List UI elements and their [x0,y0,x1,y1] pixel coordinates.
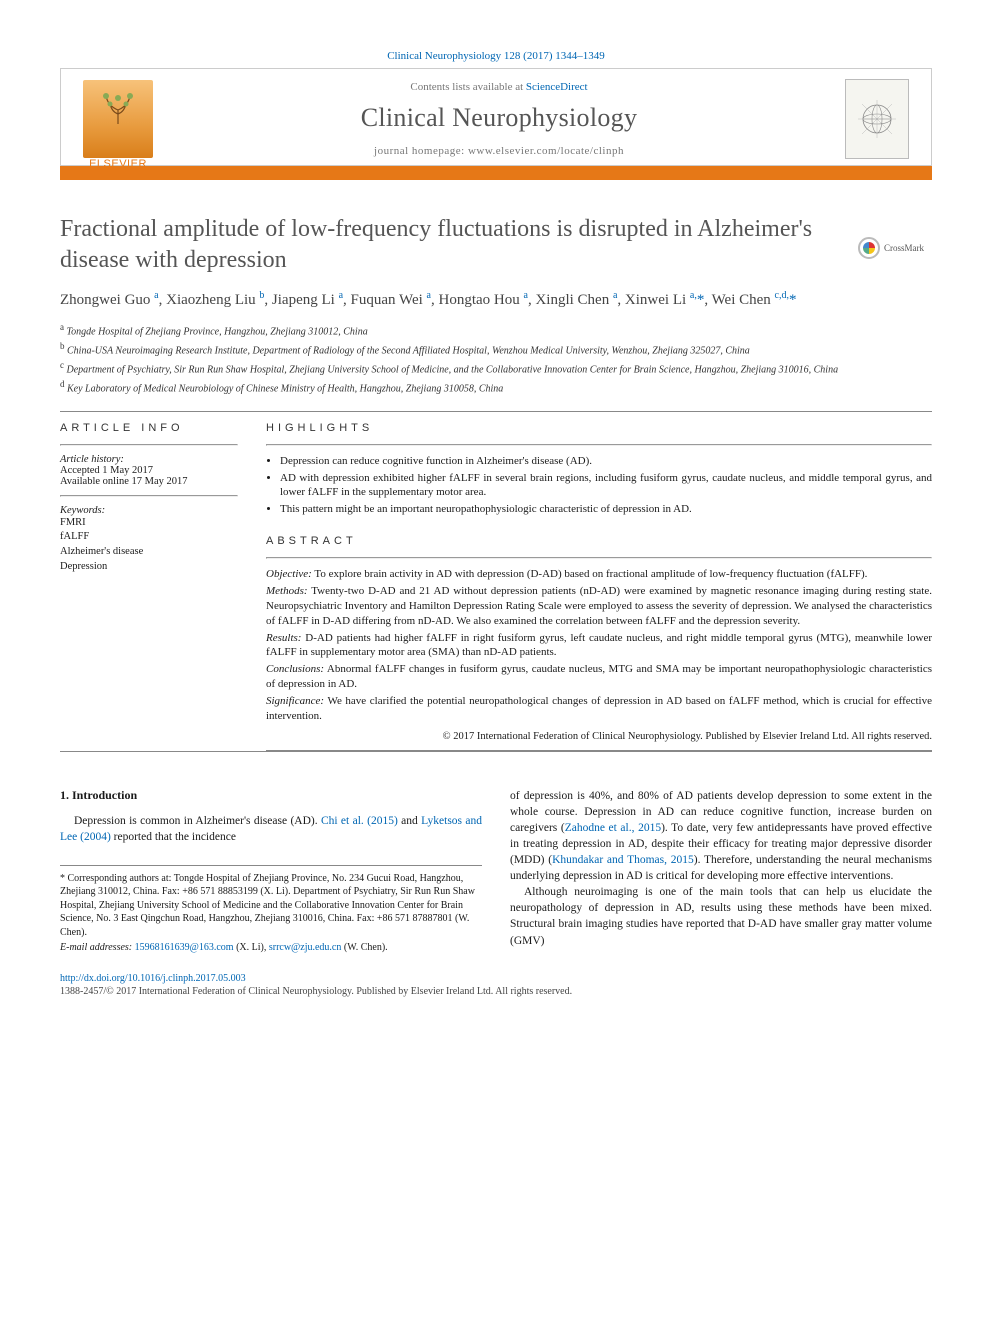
doi-link[interactable]: http://dx.doi.org/10.1016/j.clinph.2017.… [60,973,246,984]
keywords-block: Keywords: FMRIfALFFAlzheimer's diseaseDe… [60,505,238,575]
body-col-right: of depression is 40%, and 80% of AD pati… [510,788,932,955]
online-date: Available online 17 May 2017 [60,476,238,487]
affiliation: c Department of Psychiatry, Sir Run Run … [60,359,932,378]
info-abstract-row: ARTICLE INFO Article history: Accepted 1… [60,422,932,751]
text: (X. Li), [234,942,269,953]
contents-available-line: Contents lists available at ScienceDirec… [153,81,845,93]
divider [266,750,932,751]
corresponding-authors: * Corresponding authors at: Tongde Hospi… [60,872,482,940]
elsevier-label: ELSEVIER [83,158,153,170]
journal-homepage: journal homepage: www.elsevier.com/locat… [153,145,845,157]
objective-text: To explore brain activity in AD with dep… [312,568,868,580]
author-list: Zhongwei Guo a, Xiaozheng Liu b, Jiapeng… [60,289,932,311]
page-footer: http://dx.doi.org/10.1016/j.clinph.2017.… [60,973,932,997]
journal-header: ELSEVIER Contents lists available at Sci… [60,68,932,166]
significance-label: Significance: [266,695,324,707]
cover-globe-icon [852,94,902,144]
journal-ref-link[interactable]: Clinical Neurophysiology 128 (2017) 1344… [387,50,605,62]
citation-link[interactable]: Chi et al. (2015) [321,815,398,827]
citation-link[interactable]: Zahodne et al., 2015 [565,822,661,834]
methods-label: Methods: [266,585,308,597]
highlights-heading: HIGHLIGHTS [266,422,932,434]
footnotes: * Corresponding authors at: Tongde Hospi… [60,865,482,955]
article-info-heading: ARTICLE INFO [60,422,238,434]
affiliation: a Tongde Hospital of Zhejiang Province, … [60,321,932,340]
page-container: Clinical Neurophysiology 128 (2017) 1344… [0,0,992,1037]
keyword: fALFF [60,530,238,545]
conclusions-text: Abnormal fALFF changes in fusiform gyrus… [266,663,932,690]
divider [266,557,932,559]
keyword: Alzheimer's disease [60,545,238,560]
text: reported that the incidence [111,831,236,843]
highlight-item: This pattern might be an important neuro… [280,502,932,517]
intro-para-1: Depression is common in Alzheimer's dise… [60,813,482,845]
journal-cover-thumb [845,79,909,159]
affiliation: b China-USA Neuroimaging Research Instit… [60,340,932,359]
highlights-list: Depression can reduce cognitive function… [266,454,932,517]
text: and [398,815,421,827]
crossmark-icon [858,237,880,259]
sciencedirect-link[interactable]: ScienceDirect [526,81,588,93]
abstract-heading: ABSTRACT [266,535,932,547]
objective-label: Objective: [266,568,312,580]
keywords-label: Keywords: [60,505,238,516]
intro-para-1-cont: of depression is 40%, and 80% of AD pati… [510,788,932,885]
text: (W. Chen). [341,942,387,953]
email-link[interactable]: srrcw@zju.edu.cn [269,942,342,953]
keywords-list: FMRIfALFFAlzheimer's diseaseDepression [60,516,238,575]
divider [60,411,932,412]
methods-text: Twenty-two D-AD and 21 AD without depres… [266,585,932,627]
elsevier-logo: ELSEVIER [61,80,153,158]
title-block: Fractional amplitude of low-frequency fl… [60,214,932,275]
significance-text: We have clarified the potential neuropat… [266,695,932,722]
journal-name: Clinical Neurophysiology [153,103,845,133]
corr-label: * Corresponding authors at: [60,873,174,884]
homepage-url: www.elsevier.com/locate/clinph [468,145,624,157]
header-center: Contents lists available at ScienceDirec… [153,81,845,157]
article-title: Fractional amplitude of low-frequency fl… [60,214,858,275]
highlights-abstract-col: HIGHLIGHTS Depression can reduce cogniti… [266,422,932,751]
body-columns: 1. Introduction Depression is common in … [60,788,932,955]
citation-link[interactable]: Khundakar and Thomas, 2015 [552,854,694,866]
contents-pre: Contents lists available at [410,81,525,93]
highlight-item: AD with depression exhibited higher fALF… [280,471,932,501]
abstract-copyright: © 2017 International Federation of Clini… [266,730,932,744]
accepted-date: Accepted 1 May 2017 [60,465,238,476]
results-text: D-AD patients had higher fALFF in right … [266,632,932,659]
conclusions-label: Conclusions: [266,663,324,675]
email-link[interactable]: 15968161639@163.com [135,942,234,953]
homepage-pre: journal homepage: [374,145,468,157]
crossmark-badge[interactable]: CrossMark [858,220,932,275]
highlight-item: Depression can reduce cognitive function… [280,454,932,469]
affiliation: d Key Laboratory of Medical Neurobiology… [60,378,932,397]
results-label: Results: [266,632,301,644]
affiliations: a Tongde Hospital of Zhejiang Province, … [60,321,932,396]
email-addresses: E-mail addresses: 15968161639@163.com (X… [60,941,482,955]
keyword: FMRI [60,516,238,531]
journal-reference: Clinical Neurophysiology 128 (2017) 1344… [60,50,932,62]
keyword: Depression [60,560,238,575]
divider [60,444,238,446]
divider [60,495,238,497]
issn-copyright: 1388-2457/© 2017 International Federatio… [60,986,932,997]
email-label: E-mail addresses: [60,942,135,953]
intro-heading: 1. Introduction [60,788,482,803]
history-label: Article history: [60,454,238,465]
article-history: Article history: Accepted 1 May 2017 Ava… [60,454,238,487]
body-col-left: 1. Introduction Depression is common in … [60,788,482,955]
text: Depression is common in Alzheimer's dise… [74,815,321,827]
article-info-col: ARTICLE INFO Article history: Accepted 1… [60,422,238,751]
intro-para-2: Although neuroimaging is one of the main… [510,884,932,948]
divider [266,444,932,446]
divider [60,751,932,752]
crossmark-label: CrossMark [884,243,924,253]
abstract-body: Objective: To explore brain activity in … [266,567,932,744]
accent-bar [60,166,932,180]
elsevier-tree-icon [98,88,138,128]
